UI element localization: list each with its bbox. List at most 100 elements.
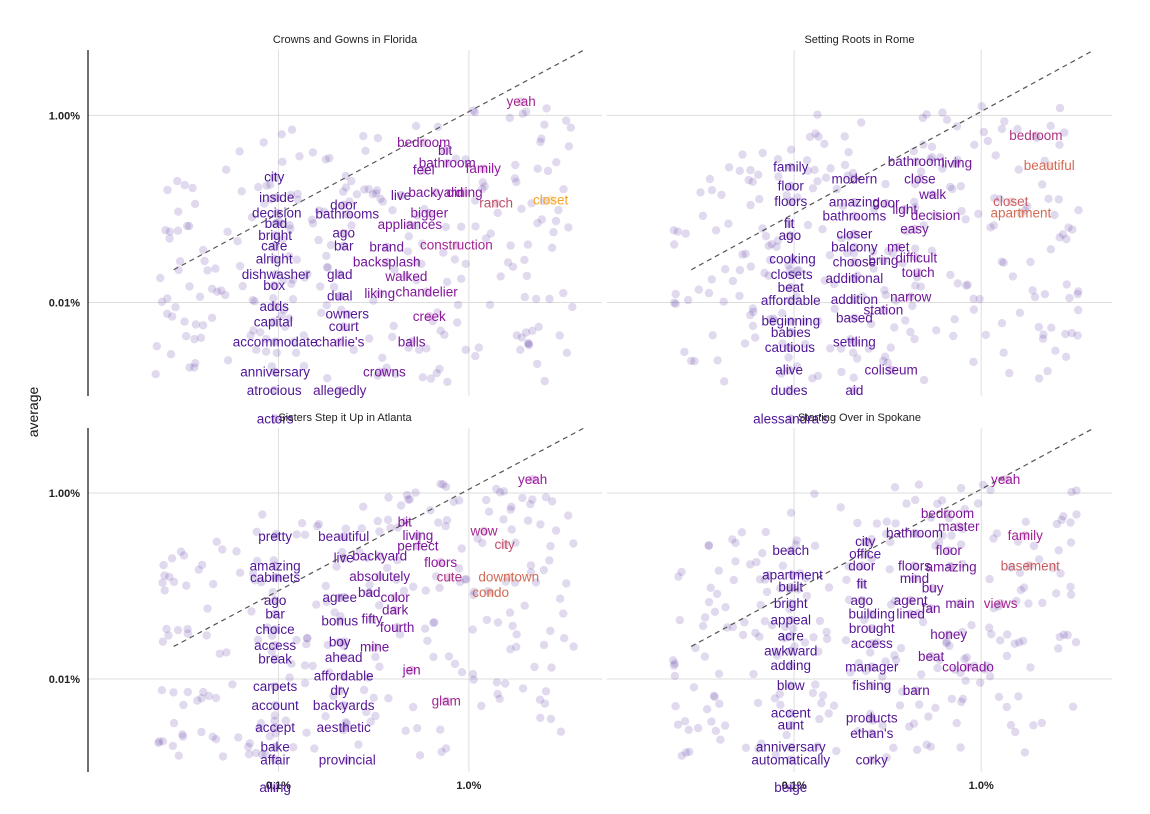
data-point [850,294,859,304]
background-point [183,629,192,638]
data-point [270,755,280,765]
background-point [983,136,992,146]
background-point [438,480,448,489]
background-point [746,200,755,210]
data-point [270,414,280,424]
data-point [407,665,416,675]
background-point [234,733,243,742]
background-point [869,264,878,273]
background-point [221,290,230,300]
background-point [883,358,892,367]
background-point [269,294,278,303]
background-point [543,166,553,176]
background-point [165,227,175,236]
background-point [1005,368,1014,378]
data-point [441,696,451,706]
background-point [800,638,810,647]
word-label: accommodate [233,334,318,349]
background-point [499,515,508,524]
background-point [728,622,737,632]
background-point [262,181,271,190]
data-point [335,291,345,301]
word-label: glam [432,694,461,709]
background-point [746,310,755,320]
background-point [520,255,529,265]
data-point [370,642,379,652]
background-point [702,705,712,714]
background-point [418,373,427,382]
background-point [175,257,185,266]
background-point [1065,293,1074,303]
word-label: bedroom [397,135,450,150]
word-label: dining [447,185,483,200]
word-label: amazing [250,558,301,573]
background-point [820,139,829,149]
background-point [365,580,374,590]
background-point [775,689,784,699]
background-point [371,652,380,662]
word-label: building [849,607,896,622]
background-point [204,691,214,701]
background-point [792,536,801,545]
data-point [270,701,280,710]
word-label: cooking [769,252,816,267]
background-point [1061,352,1071,361]
background-point [958,627,967,637]
background-point [533,164,542,173]
background-point [413,211,422,220]
background-point [248,295,257,305]
word-label: master [938,519,980,534]
background-point [961,281,971,290]
background-point [793,362,802,371]
word-label: ranch [479,196,513,211]
data-point [786,181,796,191]
data-point [1016,208,1026,218]
background-point [320,207,329,216]
word-label: color [380,590,410,605]
background-point [791,540,800,549]
background-point [527,199,536,208]
background-point [746,165,755,175]
word-label: bathrooms [823,209,887,224]
word-label: floors [898,558,931,573]
background-point [191,320,201,329]
background-point [822,627,831,637]
background-point [1032,133,1042,143]
background-point [911,495,920,505]
background-point [909,147,918,156]
background-point [300,273,309,282]
background-point [884,246,893,256]
background-point [810,165,819,175]
background-point [737,528,747,537]
data-point [910,561,919,571]
background-point [853,271,862,280]
background-point [453,300,463,309]
background-point [360,185,369,194]
background-point [537,134,546,143]
word-label: bit [398,514,413,529]
background-point [1007,563,1016,572]
background-point [263,623,272,632]
word-label: affair [260,752,290,767]
background-point [815,616,825,626]
background-point [533,359,542,369]
data-point [786,720,796,730]
background-point [173,625,183,635]
background-point [432,369,441,378]
background-point [413,724,422,733]
word-label: ago [264,593,287,608]
background-point [670,298,679,307]
word-label: touch [902,265,935,280]
background-point [435,583,444,592]
background-point [746,262,755,271]
background-point [826,164,835,173]
background-point [690,357,699,366]
background-point [994,692,1004,702]
word-label: light [892,202,917,217]
word-label: carpets [253,679,298,694]
background-point [310,744,319,753]
data-point [272,208,282,218]
background-point [211,735,221,744]
background-point [308,219,318,228]
word-label: main [945,596,974,611]
